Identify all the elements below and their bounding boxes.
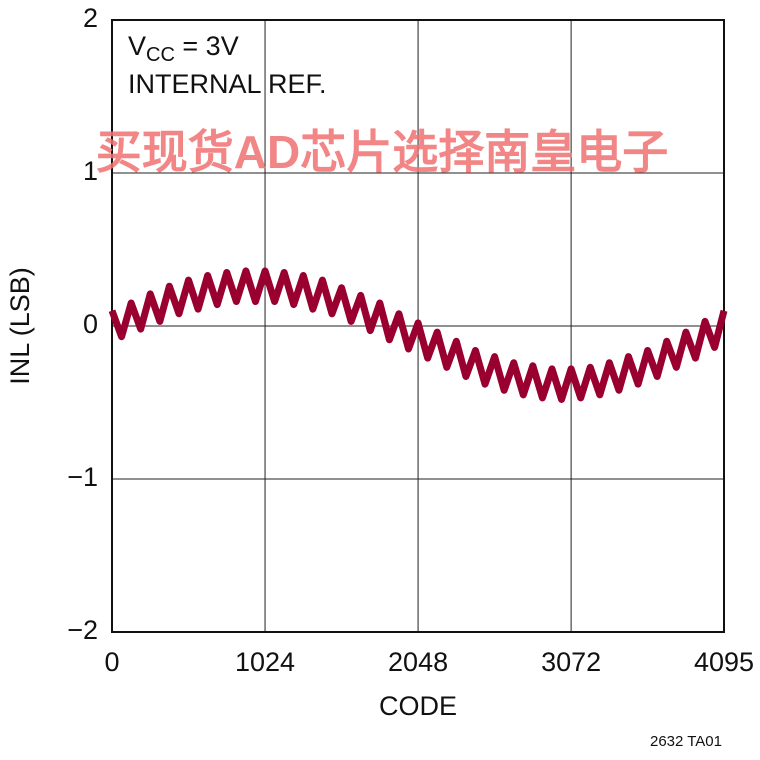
x-tick-label: 2048: [388, 647, 448, 677]
inl-line: [108, 267, 728, 403]
y-tick-label: −1: [67, 462, 98, 492]
y-axis-label: INL (LSB): [5, 267, 35, 385]
x-axis-label: CODE: [379, 691, 457, 721]
x-tick-label: 0: [104, 647, 119, 677]
watermark: 买现货AD芯片选择南皇电子: [96, 126, 668, 178]
y-tick-label: 2: [83, 3, 98, 33]
footnote: 2632 TA01: [650, 733, 722, 750]
annotation-text: V: [128, 31, 146, 61]
annotation-text: = 3V: [175, 31, 239, 61]
annotation-vcc: VCC = 3V: [128, 31, 239, 66]
annotation-ref: INTERNAL REF.: [128, 69, 327, 99]
y-tick-label: −2: [67, 615, 98, 645]
annotation-sub: CC: [146, 44, 175, 66]
x-tick-label: 4095: [694, 647, 754, 677]
y-tick-label: 1: [83, 156, 98, 186]
x-tick-label: 3072: [541, 647, 601, 677]
x-tick-label: 1024: [235, 647, 295, 677]
plot-frame: [111, 19, 725, 633]
y-tick-label: 0: [83, 309, 98, 339]
